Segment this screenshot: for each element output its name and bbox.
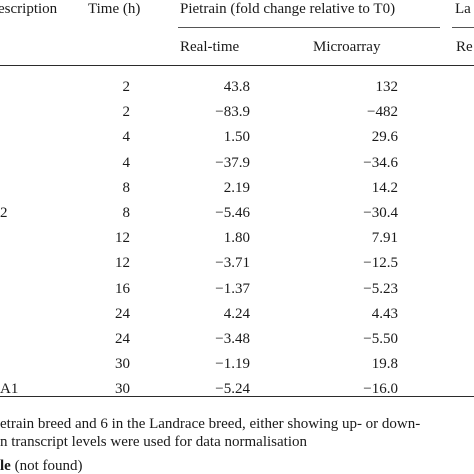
cell-description: A1 bbox=[0, 381, 19, 398]
cell-time: 12 bbox=[115, 255, 130, 272]
table-bottom-rule bbox=[0, 396, 474, 397]
cell-realtime: −1.37 bbox=[215, 280, 250, 297]
cell-realtime: 1.50 bbox=[223, 129, 250, 146]
cell-time: 30 bbox=[115, 381, 130, 398]
header-landrace-sub: Re bbox=[456, 39, 473, 55]
cell-time: 24 bbox=[115, 305, 130, 322]
cell-time: 8 bbox=[122, 205, 131, 221]
cell-realtime: −5.24 bbox=[215, 381, 250, 398]
footnote-line-3-bold: le bbox=[0, 458, 11, 474]
cell-microarray: −482 bbox=[367, 104, 398, 121]
footnote-line-2: n transcript levels were used for data n… bbox=[0, 434, 307, 450]
cell-realtime: −37.9 bbox=[215, 154, 250, 171]
cell-time: 2 bbox=[122, 104, 131, 121]
header-time: Time (h) bbox=[88, 1, 141, 17]
footnote-line-3-rest: (not found) bbox=[10, 458, 83, 474]
cell-microarray: −5.23 bbox=[363, 280, 398, 297]
header-rule bbox=[0, 65, 474, 66]
cell-microarray: 29.6 bbox=[371, 129, 398, 146]
cell-microarray: −34.6 bbox=[363, 154, 398, 171]
cell-microarray: −16.0 bbox=[363, 381, 398, 398]
cell-time: 8 bbox=[122, 179, 131, 196]
cell-description: 2 bbox=[0, 205, 8, 221]
group-rule-pietrain bbox=[178, 27, 440, 28]
cell-microarray: 4.43 bbox=[371, 305, 398, 322]
cell-realtime: −3.48 bbox=[215, 331, 250, 347]
cell-time: 4 bbox=[122, 154, 131, 171]
cell-time: 12 bbox=[115, 230, 130, 247]
cell-microarray: 14.2 bbox=[371, 179, 398, 196]
cell-realtime: 2.19 bbox=[223, 179, 250, 196]
cell-time: 2 bbox=[122, 79, 131, 95]
cell-realtime: 1.80 bbox=[223, 230, 250, 247]
cell-microarray: 132 bbox=[375, 79, 399, 95]
header-realtime: Real-time bbox=[180, 39, 240, 55]
header-landrace: La bbox=[455, 1, 471, 17]
cell-time: 24 bbox=[115, 331, 130, 347]
header-microarray: Microarray bbox=[313, 39, 381, 55]
header-pietrain: Pietrain (fold change relative to T0) bbox=[180, 1, 396, 17]
footnote-line-3: le (not found) bbox=[0, 459, 82, 474]
cell-realtime: −5.46 bbox=[215, 205, 250, 221]
cell-microarray: 19.8 bbox=[371, 356, 398, 373]
cell-microarray: −12.5 bbox=[363, 255, 398, 272]
footnote-line-1: etrain breed and 6 in the Landrace breed… bbox=[0, 416, 421, 432]
group-rule-landrace bbox=[452, 27, 474, 28]
cell-microarray: −5.50 bbox=[363, 331, 398, 347]
cell-realtime: −3.71 bbox=[215, 255, 250, 272]
cell-realtime: 43.8 bbox=[223, 79, 250, 95]
cell-time: 4 bbox=[122, 129, 131, 146]
cell-microarray: 7.91 bbox=[371, 230, 398, 247]
cell-realtime: −83.9 bbox=[215, 104, 250, 121]
cell-microarray: −30.4 bbox=[363, 205, 398, 221]
cell-time: 16 bbox=[115, 280, 130, 297]
cell-realtime: −1.19 bbox=[215, 356, 250, 373]
header-description: escription bbox=[0, 1, 58, 17]
cell-time: 30 bbox=[115, 356, 130, 373]
cell-realtime: 4.24 bbox=[223, 305, 250, 322]
